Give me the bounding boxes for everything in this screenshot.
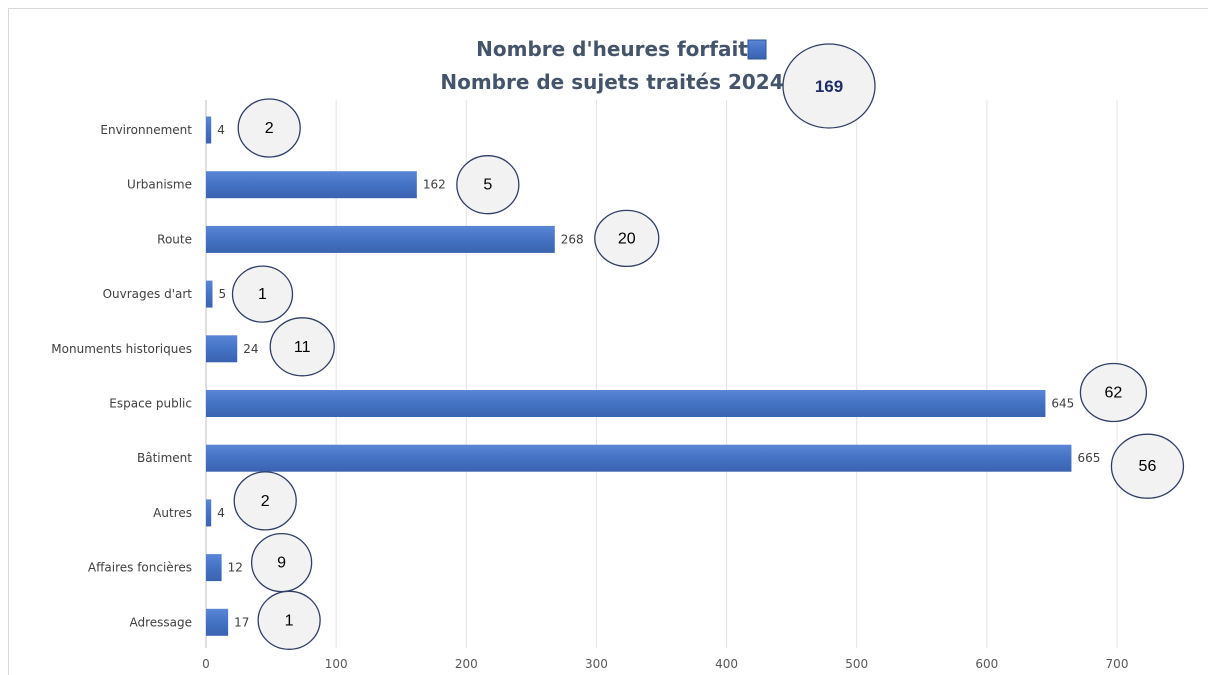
subject-bubble	[257, 590, 321, 650]
subject-count-label: 5	[483, 177, 492, 194]
category-label: Autres	[153, 506, 192, 520]
category-label: Adressage	[129, 615, 192, 629]
bars	[206, 116, 1072, 636]
bar	[206, 554, 222, 582]
subject-bubble	[269, 317, 335, 377]
subject-count-label: 11	[294, 339, 311, 356]
subject-count-label: 9	[277, 555, 286, 572]
category-label: Route	[157, 232, 192, 246]
x-tick-label: 600	[975, 657, 998, 671]
bar-value-label: 17	[234, 615, 249, 629]
chart-title: Nombre d'heures forfait	[476, 37, 748, 61]
subject-bubble	[456, 155, 520, 215]
subject-bubble	[231, 265, 294, 323]
bar	[206, 280, 213, 308]
x-tick-label: 100	[325, 657, 348, 671]
x-tick-label: 400	[715, 657, 738, 671]
bar-value-label: 162	[423, 178, 446, 192]
bar-value-label: 645	[1051, 397, 1074, 411]
subject-bubble	[1079, 362, 1148, 423]
bar	[206, 225, 555, 253]
x-tick-label: 0	[202, 657, 210, 671]
subject-bubble	[1110, 433, 1185, 499]
category-label: Environnement	[100, 123, 192, 137]
bar-value-label: 24	[243, 342, 258, 356]
bar	[206, 444, 1072, 472]
x-tick-label: 700	[1106, 657, 1129, 671]
subject-bubble	[594, 209, 660, 268]
bar-value-label: 4	[217, 123, 225, 137]
bar-value-label: 5	[219, 287, 227, 301]
subject-count-label: 1	[258, 286, 267, 303]
bar	[206, 171, 417, 199]
bar-value-label: 268	[561, 232, 584, 246]
bar	[206, 608, 229, 636]
x-tick-label: 300	[585, 657, 608, 671]
category-label: Bâtiment	[137, 451, 192, 465]
chart-frame	[8, 8, 1208, 675]
gridlines	[205, 100, 1118, 648]
category-label: Monuments historiques	[51, 342, 192, 356]
x-tick-label: 200	[455, 657, 478, 671]
total-bubble	[782, 43, 876, 129]
subject-count-label: 56	[1139, 458, 1157, 475]
subject-count-label: 62	[1105, 385, 1123, 402]
subject-bubble	[233, 471, 297, 531]
total-bubble-label: 169	[815, 77, 843, 96]
subject-count-label: 2	[265, 120, 274, 137]
category-label: Affaires foncières	[88, 561, 192, 575]
subject-count-label: 2	[261, 493, 270, 510]
bar	[206, 116, 212, 144]
legend-swatch	[747, 39, 767, 60]
labels: 0 100 200 300 400 500 600 700 Environnement 4 Urba…	[51, 123, 1128, 671]
category-label: Urbanisme	[127, 178, 192, 192]
bar-value-label: 4	[217, 506, 225, 520]
category-label: Espace public	[109, 397, 192, 411]
bar-value-label: 665	[1077, 451, 1100, 465]
bar-value-label: 12	[228, 561, 243, 575]
x-tick-label: 500	[845, 657, 868, 671]
category-label: Ouvrages d'art	[103, 287, 193, 301]
subject-count-label: 20	[618, 230, 636, 247]
bar	[206, 390, 1046, 417]
chart-title-group: Nombre d'heures forfait Nombre de sujets…	[440, 37, 876, 129]
subject-count-label: 1	[285, 612, 294, 629]
bar	[206, 335, 238, 363]
bar	[206, 499, 212, 527]
chart-subtitle: Nombre de sujets traités 2024	[440, 70, 783, 94]
subject-bubble	[237, 98, 301, 158]
